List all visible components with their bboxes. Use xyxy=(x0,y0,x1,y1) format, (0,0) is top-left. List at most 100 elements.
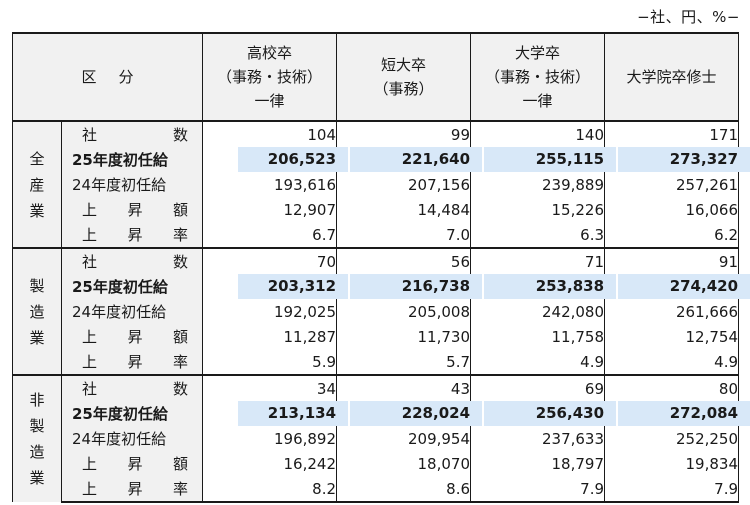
value-cell: 7.9 xyxy=(470,476,606,503)
value-cell: 274,420 xyxy=(604,274,750,299)
value-cell: 256,430 xyxy=(470,401,617,426)
table-row: 非製造業社数 34 43 69 80 xyxy=(12,374,740,502)
row-label-char: 数 xyxy=(173,253,189,271)
value-cell: 272,084 xyxy=(604,401,750,426)
value-cell: 207,156 xyxy=(336,172,472,197)
value-cell: 171 xyxy=(604,120,740,147)
row-label-text: 25年度初任給 xyxy=(72,278,168,296)
highlighted-value: 228,024 xyxy=(349,401,483,426)
row-label-char: 上 xyxy=(82,353,98,371)
row-label-char: 上 xyxy=(82,201,98,219)
row-label-char: 率 xyxy=(173,353,189,371)
header-line: 高校卒 xyxy=(247,44,293,62)
value-cell: 71 xyxy=(470,247,606,274)
value-cell: 56 xyxy=(336,247,472,274)
industry-label-char: 製 xyxy=(29,417,45,435)
value-cell: 206,523 xyxy=(202,147,349,172)
row-label-text: 24年度初任給 xyxy=(72,430,167,448)
row-label-char: 上 xyxy=(82,226,98,244)
row-label: 24年度初任給 xyxy=(60,299,204,324)
header-col-university: 大学卒 （事務・技術） 一律 xyxy=(470,32,606,122)
industry-label: 製造業 xyxy=(12,247,62,375)
table-row: 上昇率 5.9 5.7 4.9 4.9 xyxy=(13,349,740,376)
value-cell: 4.9 xyxy=(604,349,740,376)
value-cell: 7.0 xyxy=(336,222,472,249)
value-cell: 242,080 xyxy=(470,299,606,324)
value-cell: 11,730 xyxy=(336,324,472,349)
table-row: 25年度初任給 213,134 228,024 256,430 272,084 xyxy=(13,401,750,426)
row-label: 上昇額 xyxy=(60,197,204,222)
value-cell: 237,633 xyxy=(470,426,606,451)
row-label-char: 社 xyxy=(82,126,98,144)
value-cell: 140 xyxy=(470,120,606,147)
industry-label: 全産業 xyxy=(12,120,62,248)
value-cell: 203,312 xyxy=(202,274,349,299)
highlighted-value: 256,430 xyxy=(483,401,617,426)
table-row: 上昇率 8.2 8.6 7.9 7.9 xyxy=(13,476,740,503)
row-label: 上昇額 xyxy=(60,451,204,476)
row-label-text: 25年度初任給 xyxy=(72,405,168,423)
value-cell: 4.9 xyxy=(470,349,606,376)
value-cell: 69 xyxy=(470,374,606,401)
row-label-char: 数 xyxy=(173,126,189,144)
value-cell: 104 xyxy=(202,120,338,147)
row-label-char: 上 xyxy=(82,455,98,473)
value-cell: 261,666 xyxy=(604,299,740,324)
row-label-char: 上 xyxy=(82,328,98,346)
unit-note: −社、円、%− xyxy=(637,8,740,26)
row-label-char: 額 xyxy=(173,328,189,346)
value-cell: 8.6 xyxy=(336,476,472,503)
row-label: 上昇額 xyxy=(60,324,204,349)
value-cell: 15,226 xyxy=(470,197,606,222)
value-cell: 192,025 xyxy=(202,299,338,324)
value-cell: 11,287 xyxy=(202,324,338,349)
highlighted-value: 272,084 xyxy=(617,401,750,426)
row-label: 上昇率 xyxy=(60,222,204,249)
row-label-char: 額 xyxy=(173,201,189,219)
value-cell: 6.3 xyxy=(470,222,606,249)
industry-label-char: 業 xyxy=(29,328,45,347)
row-label-text: 25年度初任給 xyxy=(72,151,168,169)
table-row: 製造業社数 70 56 71 91 xyxy=(12,247,740,375)
value-cell: 18,070 xyxy=(336,451,472,476)
row-label-char: 昇 xyxy=(127,353,143,371)
industry-label-char: 全 xyxy=(29,149,45,168)
highlighted-value: 273,327 xyxy=(617,147,750,172)
highlighted-value: 255,115 xyxy=(483,147,617,172)
row-label: 25年度初任給 xyxy=(60,401,204,426)
row-label-char: 上 xyxy=(82,480,98,498)
row-label: 24年度初任給 xyxy=(60,426,204,451)
row-label-char: 昇 xyxy=(127,480,143,498)
row-label-char: 率 xyxy=(173,226,189,244)
row-label-char: 昇 xyxy=(127,226,143,244)
industry-label-char: 製 xyxy=(29,276,45,295)
table-row: 24年度初任給 196,892 209,954 237,633 252,250 xyxy=(13,426,740,451)
header-line: 短大卒 xyxy=(381,56,427,74)
row-label: 25年度初任給 xyxy=(60,147,204,172)
industry-label-char: 造 xyxy=(29,302,45,321)
row-label-char: 数 xyxy=(173,380,189,398)
row-label: 24年度初任給 xyxy=(60,172,204,197)
value-cell: 253,838 xyxy=(470,274,617,299)
value-cell: 196,892 xyxy=(202,426,338,451)
highlighted-value: 221,640 xyxy=(349,147,483,172)
header-line: 大学卒 xyxy=(515,44,561,62)
industry-label-char: 業 xyxy=(29,201,45,220)
row-label-char: 社 xyxy=(82,253,98,271)
header-line: 一律 xyxy=(254,92,285,110)
value-cell: 255,115 xyxy=(470,147,617,172)
header-row: 区分 高校卒 （事務・技術） 一律 短大卒 （事務） 大学卒 （事務・技術） 一… xyxy=(11,32,740,122)
value-cell: 5.7 xyxy=(336,349,472,376)
row-label: 社数 xyxy=(60,120,204,147)
value-cell: 239,889 xyxy=(470,172,606,197)
value-cell: 34 xyxy=(202,374,338,401)
header-line: （事務・技術） xyxy=(485,68,591,86)
value-cell: 193,616 xyxy=(202,172,338,197)
header-line: （事務） xyxy=(373,80,434,98)
header-line: 大学院卒修士 xyxy=(626,68,717,86)
value-cell: 6.2 xyxy=(604,222,740,249)
value-cell: 11,758 xyxy=(470,324,606,349)
row-label: 25年度初任給 xyxy=(60,274,204,299)
row-label: 社数 xyxy=(60,247,204,274)
industry-label-char: 非 xyxy=(29,391,45,409)
